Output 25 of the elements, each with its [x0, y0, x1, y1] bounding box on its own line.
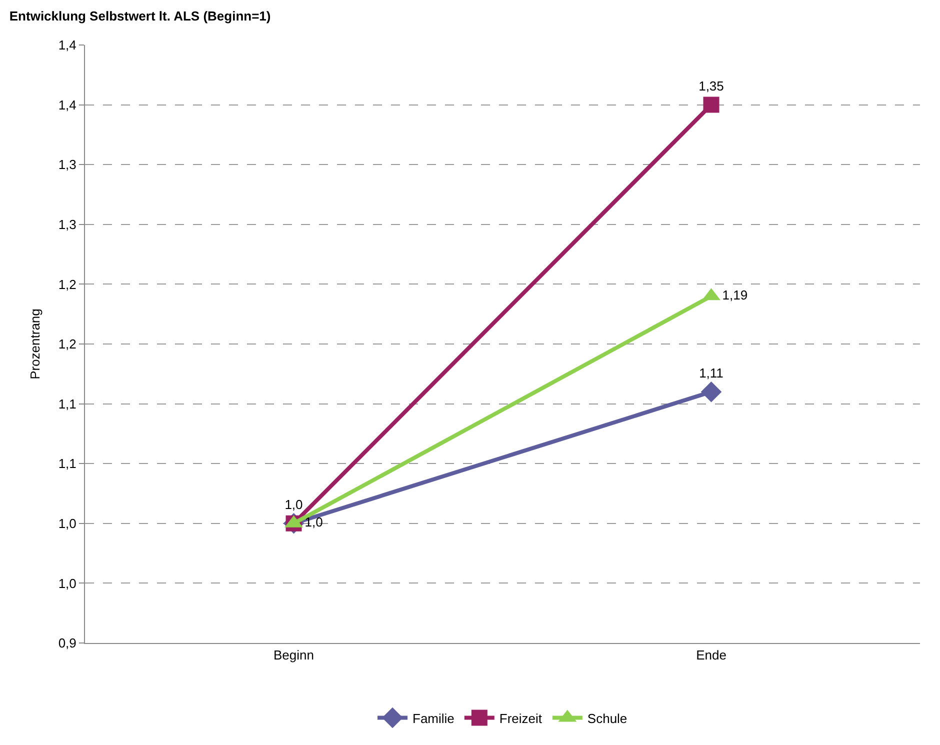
x-tick-label: Ende — [696, 648, 726, 663]
y-tick-label: 1,0 — [58, 516, 76, 531]
data-label: 1,35 — [698, 78, 724, 94]
y-tick-label: 1,2 — [58, 336, 76, 352]
legend-label: Familie — [412, 710, 454, 726]
y-tick-label: 1,2 — [58, 276, 76, 292]
y-tick-label: 1,1 — [58, 456, 76, 472]
data-label: 1,0 — [304, 514, 323, 530]
y-tick-label: 1,0 — [58, 576, 76, 591]
data-label: 1,19 — [722, 287, 748, 302]
legend-label: Schule — [587, 710, 628, 726]
legend-label: Freizeit — [499, 710, 542, 726]
y-tick-label: 1,3 — [58, 157, 76, 172]
chart-title: Entwicklung Selbstwert lt. ALS (Beginn=1) — [9, 8, 271, 24]
y-tick-label: 1,1 — [58, 396, 76, 412]
point — [700, 381, 722, 402]
point — [703, 96, 720, 113]
data-label: 1,0 — [284, 497, 303, 512]
y-tick-label: 0,9 — [58, 636, 76, 651]
y-tick-label: 1,4 — [58, 97, 76, 112]
y-axis-title: Prozentrang — [27, 308, 42, 380]
x-tick-label: Beginn — [274, 648, 314, 663]
y-tick-label: 1,4 — [58, 38, 76, 53]
data-label: 1,11 — [699, 366, 724, 381]
y-tick-label: 1,3 — [58, 216, 76, 232]
